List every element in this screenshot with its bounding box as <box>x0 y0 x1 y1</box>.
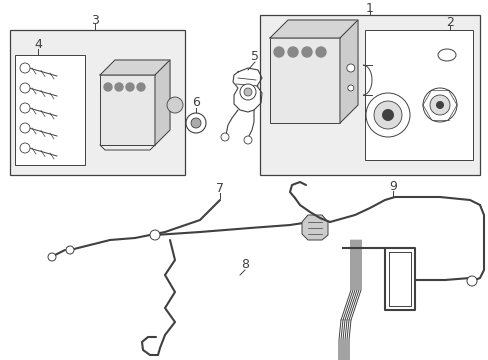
Circle shape <box>137 83 145 91</box>
Circle shape <box>373 101 401 129</box>
Circle shape <box>66 246 74 254</box>
Circle shape <box>365 93 409 137</box>
Circle shape <box>48 253 56 261</box>
Circle shape <box>347 85 353 91</box>
Text: 2: 2 <box>445 15 453 28</box>
Bar <box>364 30 472 160</box>
Text: 6: 6 <box>192 96 200 109</box>
Circle shape <box>167 97 183 113</box>
Circle shape <box>381 109 393 121</box>
Circle shape <box>422 88 456 122</box>
Text: 1: 1 <box>366 1 373 14</box>
Circle shape <box>150 230 160 240</box>
Bar <box>260 15 479 175</box>
Polygon shape <box>302 215 327 240</box>
Circle shape <box>240 84 256 100</box>
Circle shape <box>302 47 311 57</box>
Polygon shape <box>339 20 357 123</box>
Text: 8: 8 <box>241 258 248 271</box>
Circle shape <box>287 47 297 57</box>
Circle shape <box>185 113 205 133</box>
Bar <box>269 38 339 123</box>
Ellipse shape <box>437 49 455 61</box>
Circle shape <box>20 143 30 153</box>
Circle shape <box>126 83 134 91</box>
Circle shape <box>20 63 30 73</box>
Text: 9: 9 <box>388 180 396 193</box>
Text: 5: 5 <box>250 50 259 63</box>
Polygon shape <box>155 60 170 145</box>
Circle shape <box>115 83 123 91</box>
Circle shape <box>104 83 112 91</box>
Circle shape <box>435 101 443 109</box>
Circle shape <box>20 123 30 133</box>
Circle shape <box>429 95 449 115</box>
Circle shape <box>346 64 354 72</box>
Text: 4: 4 <box>34 39 42 51</box>
Bar <box>15 55 85 165</box>
Circle shape <box>315 47 325 57</box>
Bar <box>10 30 184 175</box>
Circle shape <box>221 133 228 141</box>
Polygon shape <box>269 20 357 38</box>
Circle shape <box>244 136 251 144</box>
Circle shape <box>244 88 251 96</box>
Text: 3: 3 <box>91 13 99 27</box>
Circle shape <box>191 118 201 128</box>
Polygon shape <box>100 60 170 75</box>
Circle shape <box>20 83 30 93</box>
Circle shape <box>273 47 284 57</box>
Circle shape <box>466 276 476 286</box>
Bar <box>100 75 155 145</box>
Text: 7: 7 <box>216 181 224 194</box>
Circle shape <box>20 103 30 113</box>
